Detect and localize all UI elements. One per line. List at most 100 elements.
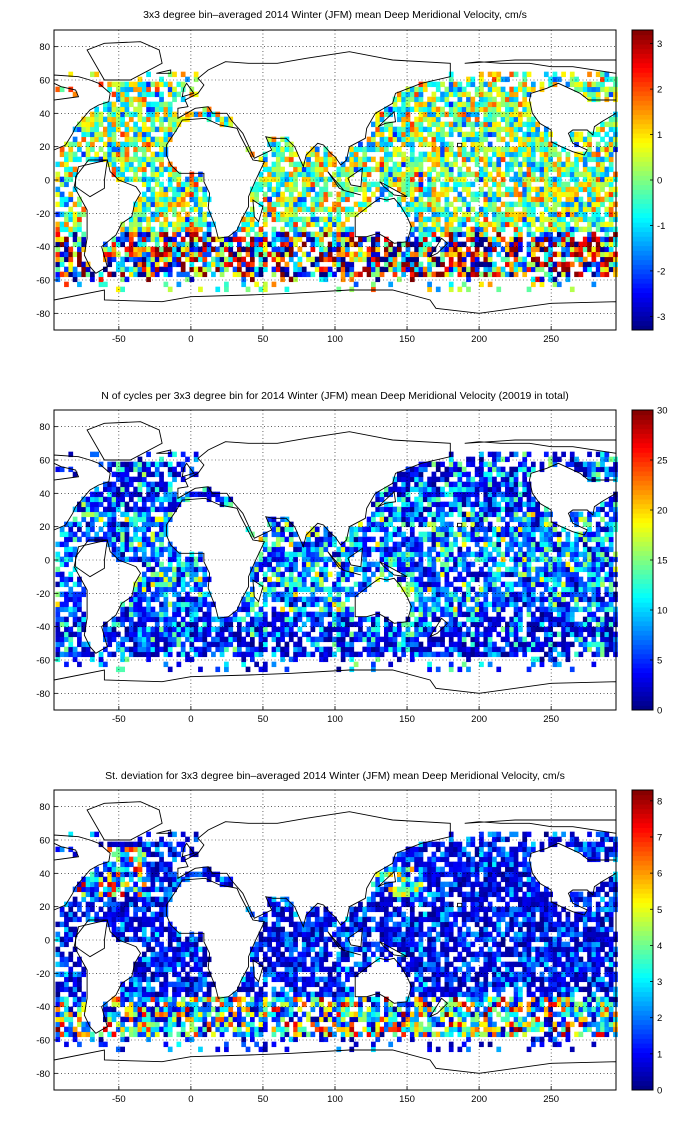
bin-cell (150, 531, 156, 538)
bin-cell (314, 576, 320, 583)
bin-cell (461, 241, 467, 248)
bin-cell (189, 221, 195, 228)
bin-cell (383, 181, 389, 188)
bin-cell (483, 216, 489, 223)
bin-cell (604, 151, 610, 158)
bin-cell (137, 601, 143, 608)
bin-cell (543, 141, 549, 148)
bin-cell (280, 226, 285, 233)
bin-cell (55, 201, 61, 208)
bin-cell (172, 546, 177, 553)
bin-cell (77, 501, 82, 508)
bin-cell (470, 76, 476, 83)
bin-cell (323, 541, 329, 548)
bin-cell (600, 161, 605, 168)
bin-cell (375, 126, 381, 133)
bin-cell (98, 461, 104, 468)
bin-cell (461, 91, 467, 98)
bin-cell (267, 136, 272, 143)
bin-cell (526, 146, 532, 153)
colorbar-tick-label: 2 (657, 85, 662, 96)
bin-cell (405, 636, 411, 643)
bin-cell (150, 211, 156, 218)
bin-cell (474, 146, 480, 153)
bin-cell (68, 141, 74, 148)
bin-cell (146, 71, 151, 78)
map-panel-2: N of cycles per 3x3 degree bin for 2014 … (36, 390, 667, 725)
bin-cell (293, 561, 298, 568)
bin-cell (587, 141, 592, 148)
bin-cell (301, 216, 307, 223)
bin-cell (427, 531, 432, 538)
bin-cell (141, 501, 147, 508)
bin-cell (353, 581, 359, 588)
bin-cell (500, 146, 506, 153)
bin-cell (418, 126, 424, 133)
bin-cell (379, 191, 385, 198)
bin-cell (85, 116, 91, 123)
bin-cell (85, 651, 91, 658)
bin-cell (293, 151, 298, 158)
bin-cell (518, 216, 523, 223)
bin-cell (120, 121, 126, 128)
bin-cell (107, 156, 113, 163)
bin-cell (474, 111, 480, 118)
bin-cell (505, 111, 510, 118)
bin-cell (418, 151, 424, 158)
bin-cell (319, 571, 324, 578)
bin-cell (193, 231, 199, 238)
bin-cell (513, 211, 519, 218)
bin-cell (466, 226, 471, 233)
bin-cell (146, 201, 151, 208)
bin-cell (336, 196, 342, 203)
bin-cell (600, 216, 605, 223)
bin-cell (396, 146, 402, 153)
bin-cell (530, 161, 536, 168)
bin-cell (405, 466, 411, 473)
bin-cell (64, 581, 69, 588)
bin-cell (401, 91, 407, 98)
bin-cell (500, 271, 506, 278)
bin-cell (293, 181, 298, 188)
bin-cell (314, 181, 320, 188)
colorbar-segment (632, 156, 653, 162)
bin-cell (401, 156, 407, 163)
bin-cell (90, 536, 95, 543)
bin-cell (258, 186, 264, 193)
bin-cell (59, 636, 65, 643)
bin-cell (146, 526, 151, 533)
bin-cell (202, 581, 208, 588)
bin-cell (431, 246, 437, 253)
bin-cell (284, 626, 290, 633)
bin-cell (280, 591, 285, 598)
bin-cell (556, 201, 562, 208)
bin-cell (301, 611, 307, 618)
bin-cell (548, 221, 553, 228)
colorbar-segment (632, 189, 653, 195)
bin-cell (600, 136, 605, 143)
bin-cell (310, 531, 316, 538)
bin-cell (435, 136, 441, 143)
bin-cell (271, 551, 277, 558)
bin-cell (526, 261, 532, 268)
bin-cell (141, 511, 147, 518)
bin-cell (319, 271, 324, 278)
bin-cell (172, 261, 177, 268)
bin-cell (284, 591, 290, 598)
bin-cell (431, 111, 437, 118)
bin-cell (137, 556, 143, 563)
bin-cell (418, 166, 424, 173)
bin-cell (150, 236, 156, 243)
bin-cell (414, 196, 419, 203)
bin-cell (323, 161, 329, 168)
bin-cell (323, 556, 329, 563)
bin-cell (591, 211, 597, 218)
bin-cell (353, 281, 359, 288)
bin-cell (340, 196, 346, 203)
bin-cell (349, 621, 355, 628)
bin-cell (120, 106, 126, 113)
bin-cell (440, 111, 445, 118)
bin-cell (418, 231, 424, 238)
bin-cell (418, 136, 424, 143)
bin-cell (154, 556, 160, 563)
